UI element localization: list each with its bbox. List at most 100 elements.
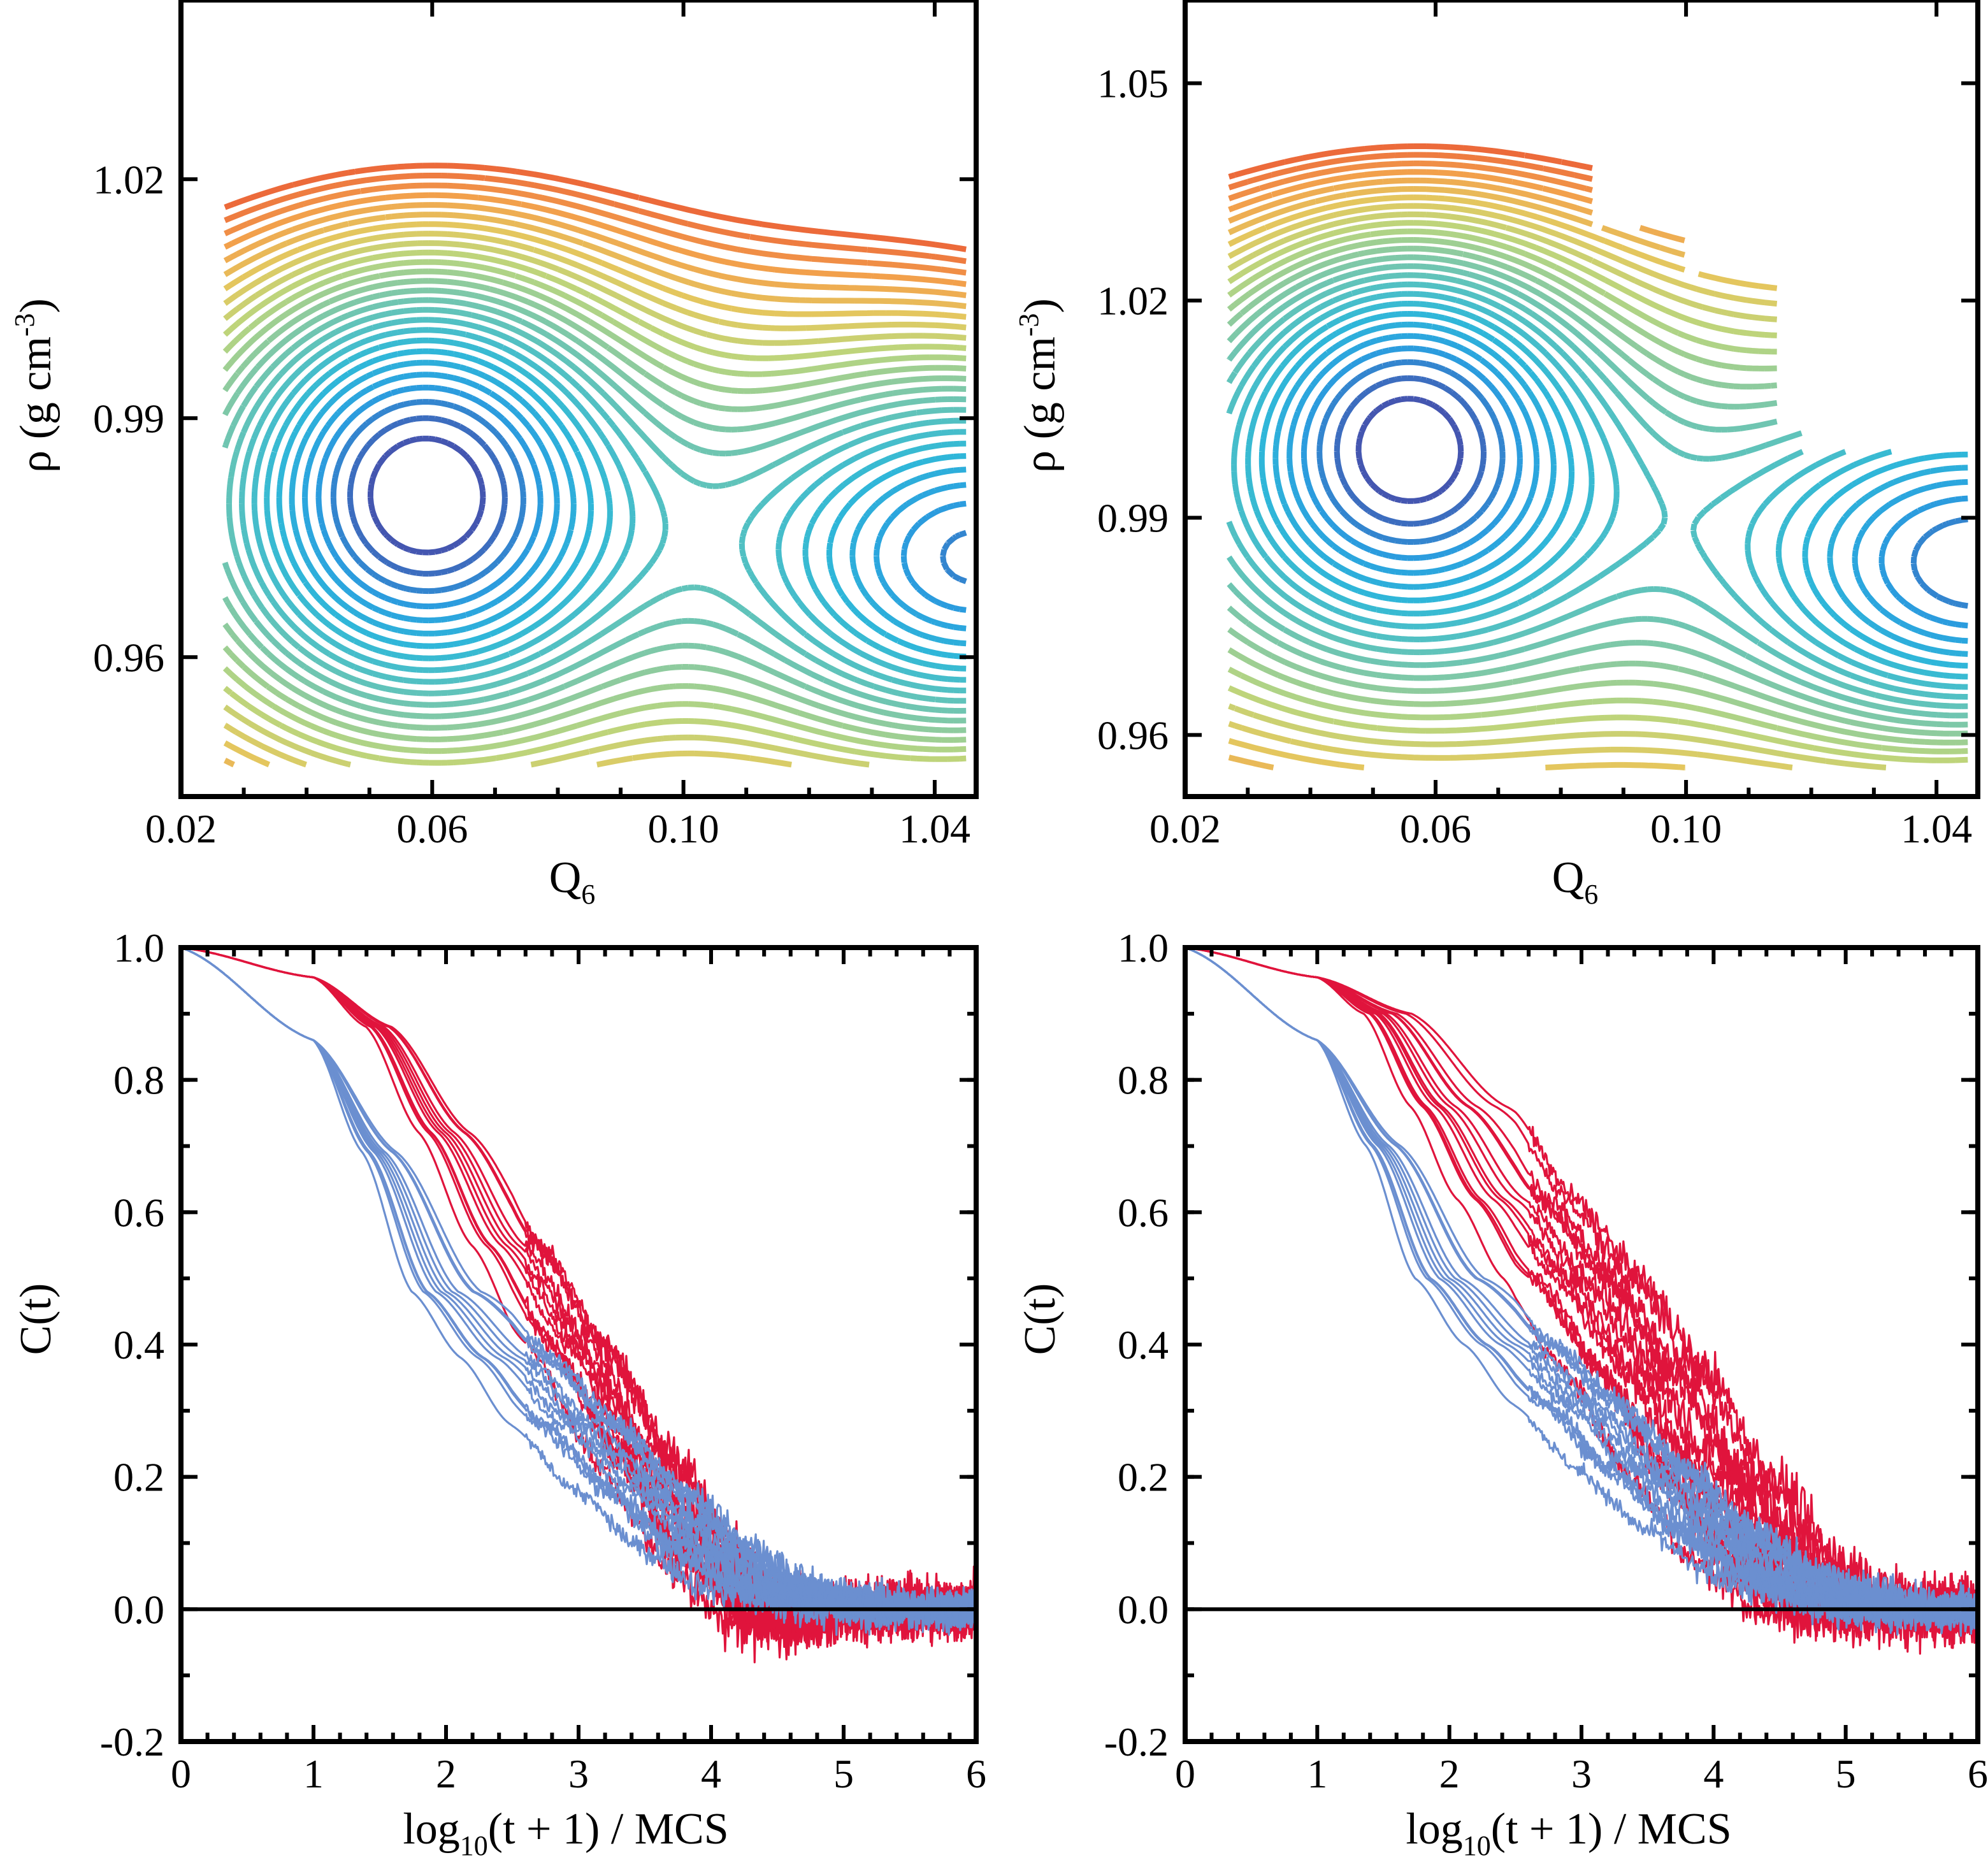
contour-level-7 (1245, 301, 1968, 680)
trace-blue-7 (181, 948, 976, 1633)
y-axis-label-sup: -3 (9, 313, 40, 336)
contour-level-14 (222, 268, 967, 743)
contour-level-3 (315, 384, 967, 613)
traces (1185, 948, 1978, 1655)
trace-blue-11 (181, 948, 976, 1629)
trace-red-1 (181, 948, 976, 1648)
contour-level-5 (289, 359, 967, 647)
traces (181, 948, 976, 1664)
x-axis-label-sub: 6 (581, 879, 595, 910)
y-tick-label: 1.02 (1097, 278, 1169, 324)
x-tick-label: 0.10 (1650, 806, 1722, 851)
trace-red-8 (1185, 948, 1978, 1649)
contour-level-18 (1227, 203, 1793, 770)
contour-level-8 (1231, 291, 1968, 690)
contour-lines (222, 162, 967, 768)
x-tick-label: 0.06 (396, 806, 468, 851)
y-axis-label-end: ) (11, 298, 61, 313)
trace-red-5 (1185, 948, 1978, 1653)
trace-red-4 (181, 948, 976, 1642)
x-tick-label: 1 (1307, 1751, 1327, 1796)
trace-red-2 (1185, 948, 1978, 1643)
x-tick-label: 0.02 (1149, 806, 1221, 851)
contour-level-25 (1228, 143, 1593, 180)
y-tick-label: 0.6 (113, 1190, 164, 1235)
x-tick-label: 0 (171, 1751, 191, 1796)
trace-red-10 (181, 948, 976, 1643)
trace-red-0 (181, 948, 976, 1652)
x-tick-label: 5 (1836, 1751, 1856, 1796)
trace-red-6 (1185, 948, 1978, 1647)
contour-level-12 (1227, 254, 1968, 728)
y-axis-label: ρ (g cm-3) (1013, 298, 1065, 473)
x-axis-label: log10(t + 1) / MCS (403, 1805, 728, 1861)
trace-red-0 (1185, 948, 1978, 1649)
x-axis-label-main: Q (1552, 853, 1585, 902)
contour-level-12 (222, 287, 967, 724)
y-tick-label: 0.6 (1118, 1190, 1169, 1235)
y-tick-label: 0.2 (113, 1455, 164, 1500)
contour-level-11 (222, 297, 967, 714)
trace-blue-10 (181, 948, 976, 1631)
contour-level-3 (1300, 345, 1968, 629)
y-tick-label: -0.2 (100, 1719, 164, 1764)
x-tick-label: 4 (1703, 1751, 1724, 1796)
contour-lines (1226, 143, 1968, 770)
y-tick-label: 0.8 (1118, 1058, 1169, 1103)
plot-frame (178, 0, 979, 799)
contour-level-6 (276, 348, 967, 660)
y-tick-label: 1.02 (93, 157, 164, 202)
x-tick-label: 1 (303, 1751, 324, 1796)
contour-level-16 (1227, 220, 1968, 763)
contour-level-1 (347, 415, 508, 577)
contour-level-15 (1227, 228, 1968, 754)
x-tick-label: 1.04 (899, 806, 970, 851)
autocorr-right: 0 1 2 3 4 5 6 -0.2 0.0 0.2 0.4 0.6 0.8 1.0 log10(t + 1… (1016, 925, 1988, 1861)
contour-level-17 (1227, 211, 1887, 770)
y-axis-label-sup: -3 (1013, 313, 1044, 336)
trace-red-9 (1185, 948, 1978, 1650)
trace-blue-1 (181, 948, 976, 1633)
x-tick-label: 3 (568, 1751, 589, 1796)
trace-blue-2 (181, 948, 976, 1636)
x-tick-label: 0.06 (1400, 806, 1471, 851)
y-axis-label-end: ) (1016, 298, 1065, 313)
x-axis-label: log10(t + 1) / MCS (1406, 1805, 1731, 1861)
x-tick-label: 3 (1571, 1751, 1592, 1796)
contour-level-13 (1227, 245, 1968, 737)
x-axis-label-main: log (403, 1805, 459, 1854)
y-tick-label: 0.0 (1118, 1587, 1169, 1632)
trace-red-11 (1185, 948, 1978, 1641)
y-tick-label: 0.96 (1097, 712, 1169, 758)
trace-blue-8 (181, 948, 976, 1631)
y-tick-label: 0.96 (93, 635, 164, 680)
contour-level-22 (224, 192, 967, 287)
contour-level-16 (222, 249, 967, 766)
x-axis-label-end: (t + 1) / MCS (1491, 1805, 1732, 1854)
trace-blue-11 (1185, 948, 1978, 1628)
y-tick-label: -0.2 (1104, 1719, 1169, 1764)
contour-level-10 (1226, 272, 1968, 709)
trace-blue-3 (181, 948, 976, 1636)
x-tick-label: 1.04 (1901, 806, 1972, 851)
contour-level-22 (1228, 169, 1594, 213)
trace-blue-4 (181, 948, 976, 1632)
x-axis-label: Q6 (1552, 853, 1599, 910)
trace-red-11 (181, 948, 976, 1648)
y-tick-label: 1.0 (1118, 925, 1169, 970)
y-axis-label: ρ (g cm-3) (9, 298, 61, 473)
contour-level-14 (1227, 237, 1968, 746)
y-tick-label: 0.2 (1118, 1455, 1169, 1500)
x-tick-label: 2 (436, 1751, 456, 1796)
x-tick-label: 0.10 (648, 806, 719, 851)
contour-level-0 (367, 435, 486, 556)
x-tick-label: 2 (1439, 1751, 1460, 1796)
trace-red-1 (1185, 948, 1978, 1646)
contour-level-20 (1227, 186, 1686, 770)
contour-level-7 (264, 337, 967, 672)
trace-blue-0 (181, 948, 976, 1634)
y-tick-label: 0.99 (93, 396, 164, 441)
trace-blue-6 (181, 948, 976, 1631)
x-tick-label: 4 (701, 1751, 721, 1796)
